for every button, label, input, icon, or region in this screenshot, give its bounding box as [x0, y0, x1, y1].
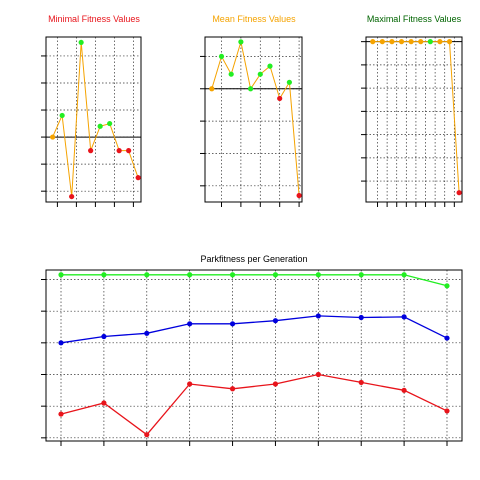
data-point — [59, 112, 65, 119]
series-line-3 — [60, 373, 448, 436]
data-point — [135, 175, 141, 181]
series-line — [52, 42, 139, 197]
series-line-1 — [61, 274, 448, 287]
series-1-point — [401, 272, 407, 278]
data-point — [238, 39, 244, 45]
series-2-point — [358, 314, 364, 321]
plot-frame — [204, 36, 303, 203]
series-2-point — [444, 335, 450, 341]
data-point — [116, 148, 122, 154]
series-3-point — [401, 387, 407, 393]
series-2-point — [58, 340, 64, 346]
series-1-point — [272, 272, 279, 278]
data-point — [69, 193, 75, 200]
data-point — [370, 39, 376, 45]
series-1-point — [358, 272, 364, 278]
chart-panel-3: Maximal Fitness Values — [361, 14, 463, 207]
chart-panel-2: Mean Fitness Values — [200, 14, 303, 207]
series-2-point — [229, 321, 236, 327]
series-2-point — [272, 318, 279, 324]
data-point — [427, 39, 433, 45]
data-point — [267, 63, 273, 69]
data-point — [408, 39, 414, 45]
data-point — [78, 39, 84, 46]
series-3-point — [444, 408, 450, 414]
chart-title: Minimal Fitness Values — [48, 14, 140, 24]
series-1-point — [101, 272, 107, 278]
data-point — [50, 134, 56, 140]
series-3-point — [358, 379, 364, 386]
chart-title: Mean Fitness Values — [212, 14, 296, 24]
data-point — [389, 39, 395, 45]
data-point — [437, 39, 443, 45]
series-3-point — [229, 386, 236, 392]
plot-frame — [45, 269, 463, 442]
data-point — [296, 192, 302, 199]
series-1-point — [144, 272, 150, 278]
data-point — [446, 39, 453, 45]
data-point — [257, 71, 263, 77]
chart-panel-4: Parkfitness per Generation — [41, 254, 463, 446]
data-point — [97, 123, 103, 129]
series-3-point — [101, 400, 107, 406]
series-1-point — [444, 283, 450, 289]
series-1-point — [58, 272, 64, 278]
series-2-point — [144, 330, 150, 336]
data-point — [398, 39, 405, 45]
chart-panel-1: Minimal Fitness Values — [41, 14, 142, 207]
data-point — [277, 95, 283, 102]
data-point — [379, 39, 385, 45]
plot-frame — [365, 36, 463, 203]
series-3-point — [315, 371, 321, 378]
series-line — [372, 41, 460, 193]
series-2-point — [101, 333, 107, 340]
data-point — [286, 79, 292, 85]
series-2-point — [187, 321, 193, 327]
series-2-point — [315, 313, 321, 319]
series-3-point — [272, 381, 279, 387]
data-point — [126, 148, 132, 154]
data-point — [107, 120, 113, 127]
data-point — [418, 39, 424, 45]
series-1-point — [187, 272, 193, 278]
chart-title: Maximal Fitness Values — [367, 14, 462, 24]
series-3-point — [58, 411, 64, 417]
plot-frame — [45, 36, 142, 203]
data-point — [209, 86, 215, 92]
series-line — [211, 41, 300, 196]
series-3-point — [144, 432, 150, 438]
series-line-2 — [60, 315, 448, 344]
series-1-point — [315, 272, 321, 278]
data-point — [218, 53, 225, 60]
data-point — [247, 86, 254, 92]
data-point — [88, 148, 94, 154]
data-point — [228, 71, 234, 77]
series-3-point — [187, 381, 193, 387]
chart-title: Parkfitness per Generation — [200, 254, 307, 264]
series-2-point — [401, 314, 407, 320]
data-point — [456, 190, 462, 196]
series-1-point — [229, 272, 236, 278]
